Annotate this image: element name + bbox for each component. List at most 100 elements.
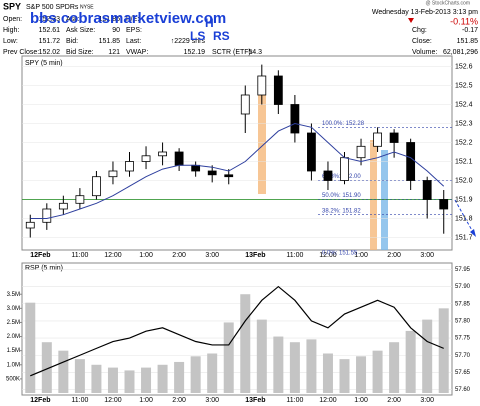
volume-bar: [91, 364, 102, 393]
y-tick-label: 152.2: [455, 139, 473, 146]
y-tick-label: 151.7: [455, 234, 473, 241]
candle-body: [25, 221, 35, 229]
quote-label: P/E:: [126, 16, 139, 23]
volume-bar: [438, 308, 449, 393]
candle-body: [240, 94, 250, 115]
x-tick-label: 3:00: [420, 397, 434, 404]
quote-value: 151.85: [457, 38, 479, 45]
quote-label: Open:: [3, 16, 22, 23]
note-ls: LS: [190, 29, 205, 43]
quote-value: 152.33: [39, 16, 61, 23]
y-tick-label: 3.5M: [7, 292, 20, 298]
y-tick-label: 152.4: [455, 101, 473, 108]
y-tick-label: 152.3: [455, 120, 473, 127]
projection-arrow: [454, 199, 475, 235]
candle-body: [389, 132, 399, 143]
x-tick-label: 2:00: [172, 397, 186, 404]
candle-body: [125, 161, 134, 172]
volume-bar: [107, 367, 118, 393]
x-tick-label: 3:00: [205, 252, 219, 259]
volume-bar: [174, 361, 185, 393]
y2-tick-label: 57.60: [455, 387, 471, 393]
candle-body: [373, 132, 382, 147]
quote-label: Ask:: [66, 16, 80, 23]
x-tick-label: 12:00: [104, 252, 122, 259]
x-tick-label: 2:00: [172, 252, 186, 259]
y2-tick-label: 57.70: [455, 353, 471, 359]
candle-body: [92, 176, 101, 197]
moving-average: [30, 122, 445, 219]
quote-label: Ask Size:: [66, 27, 95, 34]
panel-title: SPY (5 min): [25, 60, 63, 67]
candle-body: [356, 145, 366, 159]
x-tick-label: 3:00: [420, 252, 434, 259]
y-tick-label: 1.5M: [7, 348, 20, 354]
candle-body: [191, 164, 201, 172]
quote-label: EPS:: [126, 27, 142, 34]
volume-bar: [389, 342, 400, 393]
security-name: S&P 500 SPDRs: [26, 4, 79, 11]
y-tick-label: 152.6: [455, 63, 473, 70]
x-tick-label: 1:00: [354, 397, 368, 404]
x-tick-label: 11:00: [71, 252, 88, 259]
volume-bar: [190, 356, 201, 393]
quote-value: ↑2229 shrs: [171, 38, 206, 45]
quote-value: 62,081,296: [443, 49, 478, 56]
volume-bar: [289, 342, 300, 393]
volume-bar: [273, 336, 284, 393]
volume-bar: [339, 359, 350, 393]
volume-bar: [405, 330, 416, 393]
volume-bar: [157, 364, 168, 393]
volume-bar: [41, 342, 52, 393]
volume-bar: [74, 359, 85, 393]
quote-value: 54.3: [248, 49, 262, 56]
candle-body: [174, 151, 184, 166]
volume-bar: [256, 319, 267, 393]
y2-tick-label: 57.95: [455, 267, 471, 273]
quote-label: Prev Close:: [3, 49, 39, 56]
candle-body: [108, 170, 118, 178]
candle-body: [340, 157, 349, 181]
fib-label: 38.2%: 151.82: [322, 208, 361, 214]
quote-label: Volume:: [412, 49, 437, 56]
symbol: SPY: [3, 1, 21, 11]
datetime: Wednesday 13-Feb-2013 3:13 pm: [372, 9, 478, 16]
y-tick-label: 151.9: [455, 196, 473, 203]
volume-bar: [124, 370, 135, 393]
candle-body: [207, 170, 217, 176]
x-tick-label: 12Feb: [30, 397, 50, 404]
quote-value: 121: [108, 49, 120, 56]
y-tick-label: 152.1: [455, 158, 473, 165]
candle-body: [141, 155, 151, 162]
candle-body: [273, 75, 283, 105]
quote-value: 151.85: [99, 38, 121, 45]
y-tick-label: 500K: [6, 376, 20, 382]
quote-label: Chg:: [412, 27, 427, 34]
volume-bar: [422, 319, 433, 393]
y2-tick-label: 57.65: [455, 370, 471, 376]
x-tick-label: 2:00: [387, 397, 401, 404]
volume-bar: [372, 350, 383, 393]
highlight-band: [370, 140, 377, 250]
note-h: H: [205, 16, 214, 30]
quote-label: VWAP:: [126, 49, 148, 56]
quote-label: Bid Size:: [66, 49, 94, 56]
y2-tick-label: 57.85: [455, 301, 471, 307]
y2-tick-label: 57.75: [455, 336, 471, 342]
volume-bar: [207, 353, 218, 393]
y2-tick-label: 57.80: [455, 318, 471, 324]
volume-bar: [322, 353, 333, 393]
y-tick-label: 1.0M: [7, 362, 20, 368]
candle-body: [75, 195, 85, 204]
candle-body: [323, 170, 333, 181]
y-tick-label: 151.8: [455, 215, 473, 222]
x-tick-label: 2:00: [387, 252, 401, 259]
quote-label: Last:: [126, 38, 141, 45]
y-tick-label: 152.5: [455, 82, 473, 89]
quote-value: -0.17: [462, 27, 478, 34]
candle-body: [290, 104, 300, 134]
x-tick-label: 12:00: [319, 252, 337, 259]
x-tick-label: 1:00: [139, 397, 153, 404]
highlight-band: [381, 150, 388, 250]
